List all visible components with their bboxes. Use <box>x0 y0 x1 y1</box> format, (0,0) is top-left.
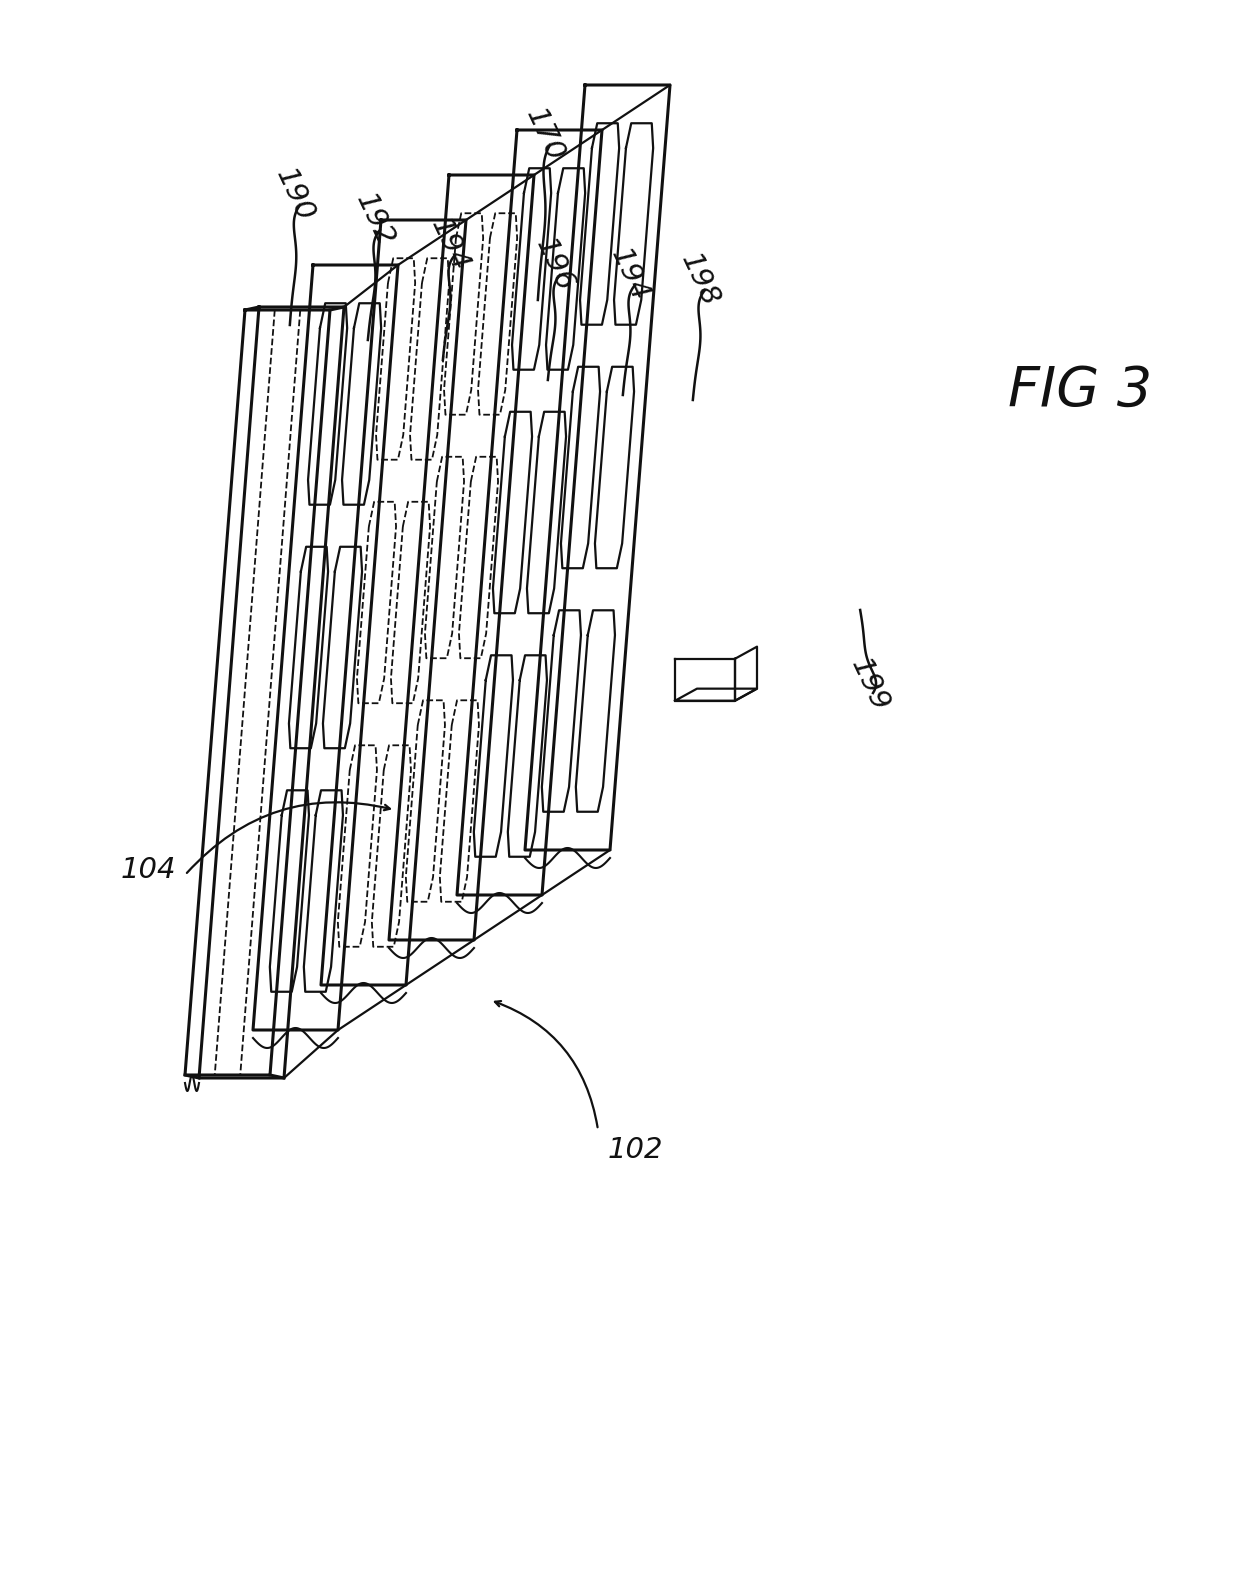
Text: FIG 3: FIG 3 <box>1008 364 1152 416</box>
Text: 170: 170 <box>521 104 569 166</box>
Text: 190: 190 <box>270 165 320 226</box>
Text: 192: 192 <box>351 188 399 252</box>
Text: 199: 199 <box>846 653 894 717</box>
Text: 194: 194 <box>425 214 475 277</box>
Text: 194: 194 <box>605 244 655 305</box>
Text: 196: 196 <box>531 234 579 296</box>
Text: 198: 198 <box>676 248 724 312</box>
Text: 102: 102 <box>608 1136 662 1164</box>
Text: 104: 104 <box>120 856 176 884</box>
